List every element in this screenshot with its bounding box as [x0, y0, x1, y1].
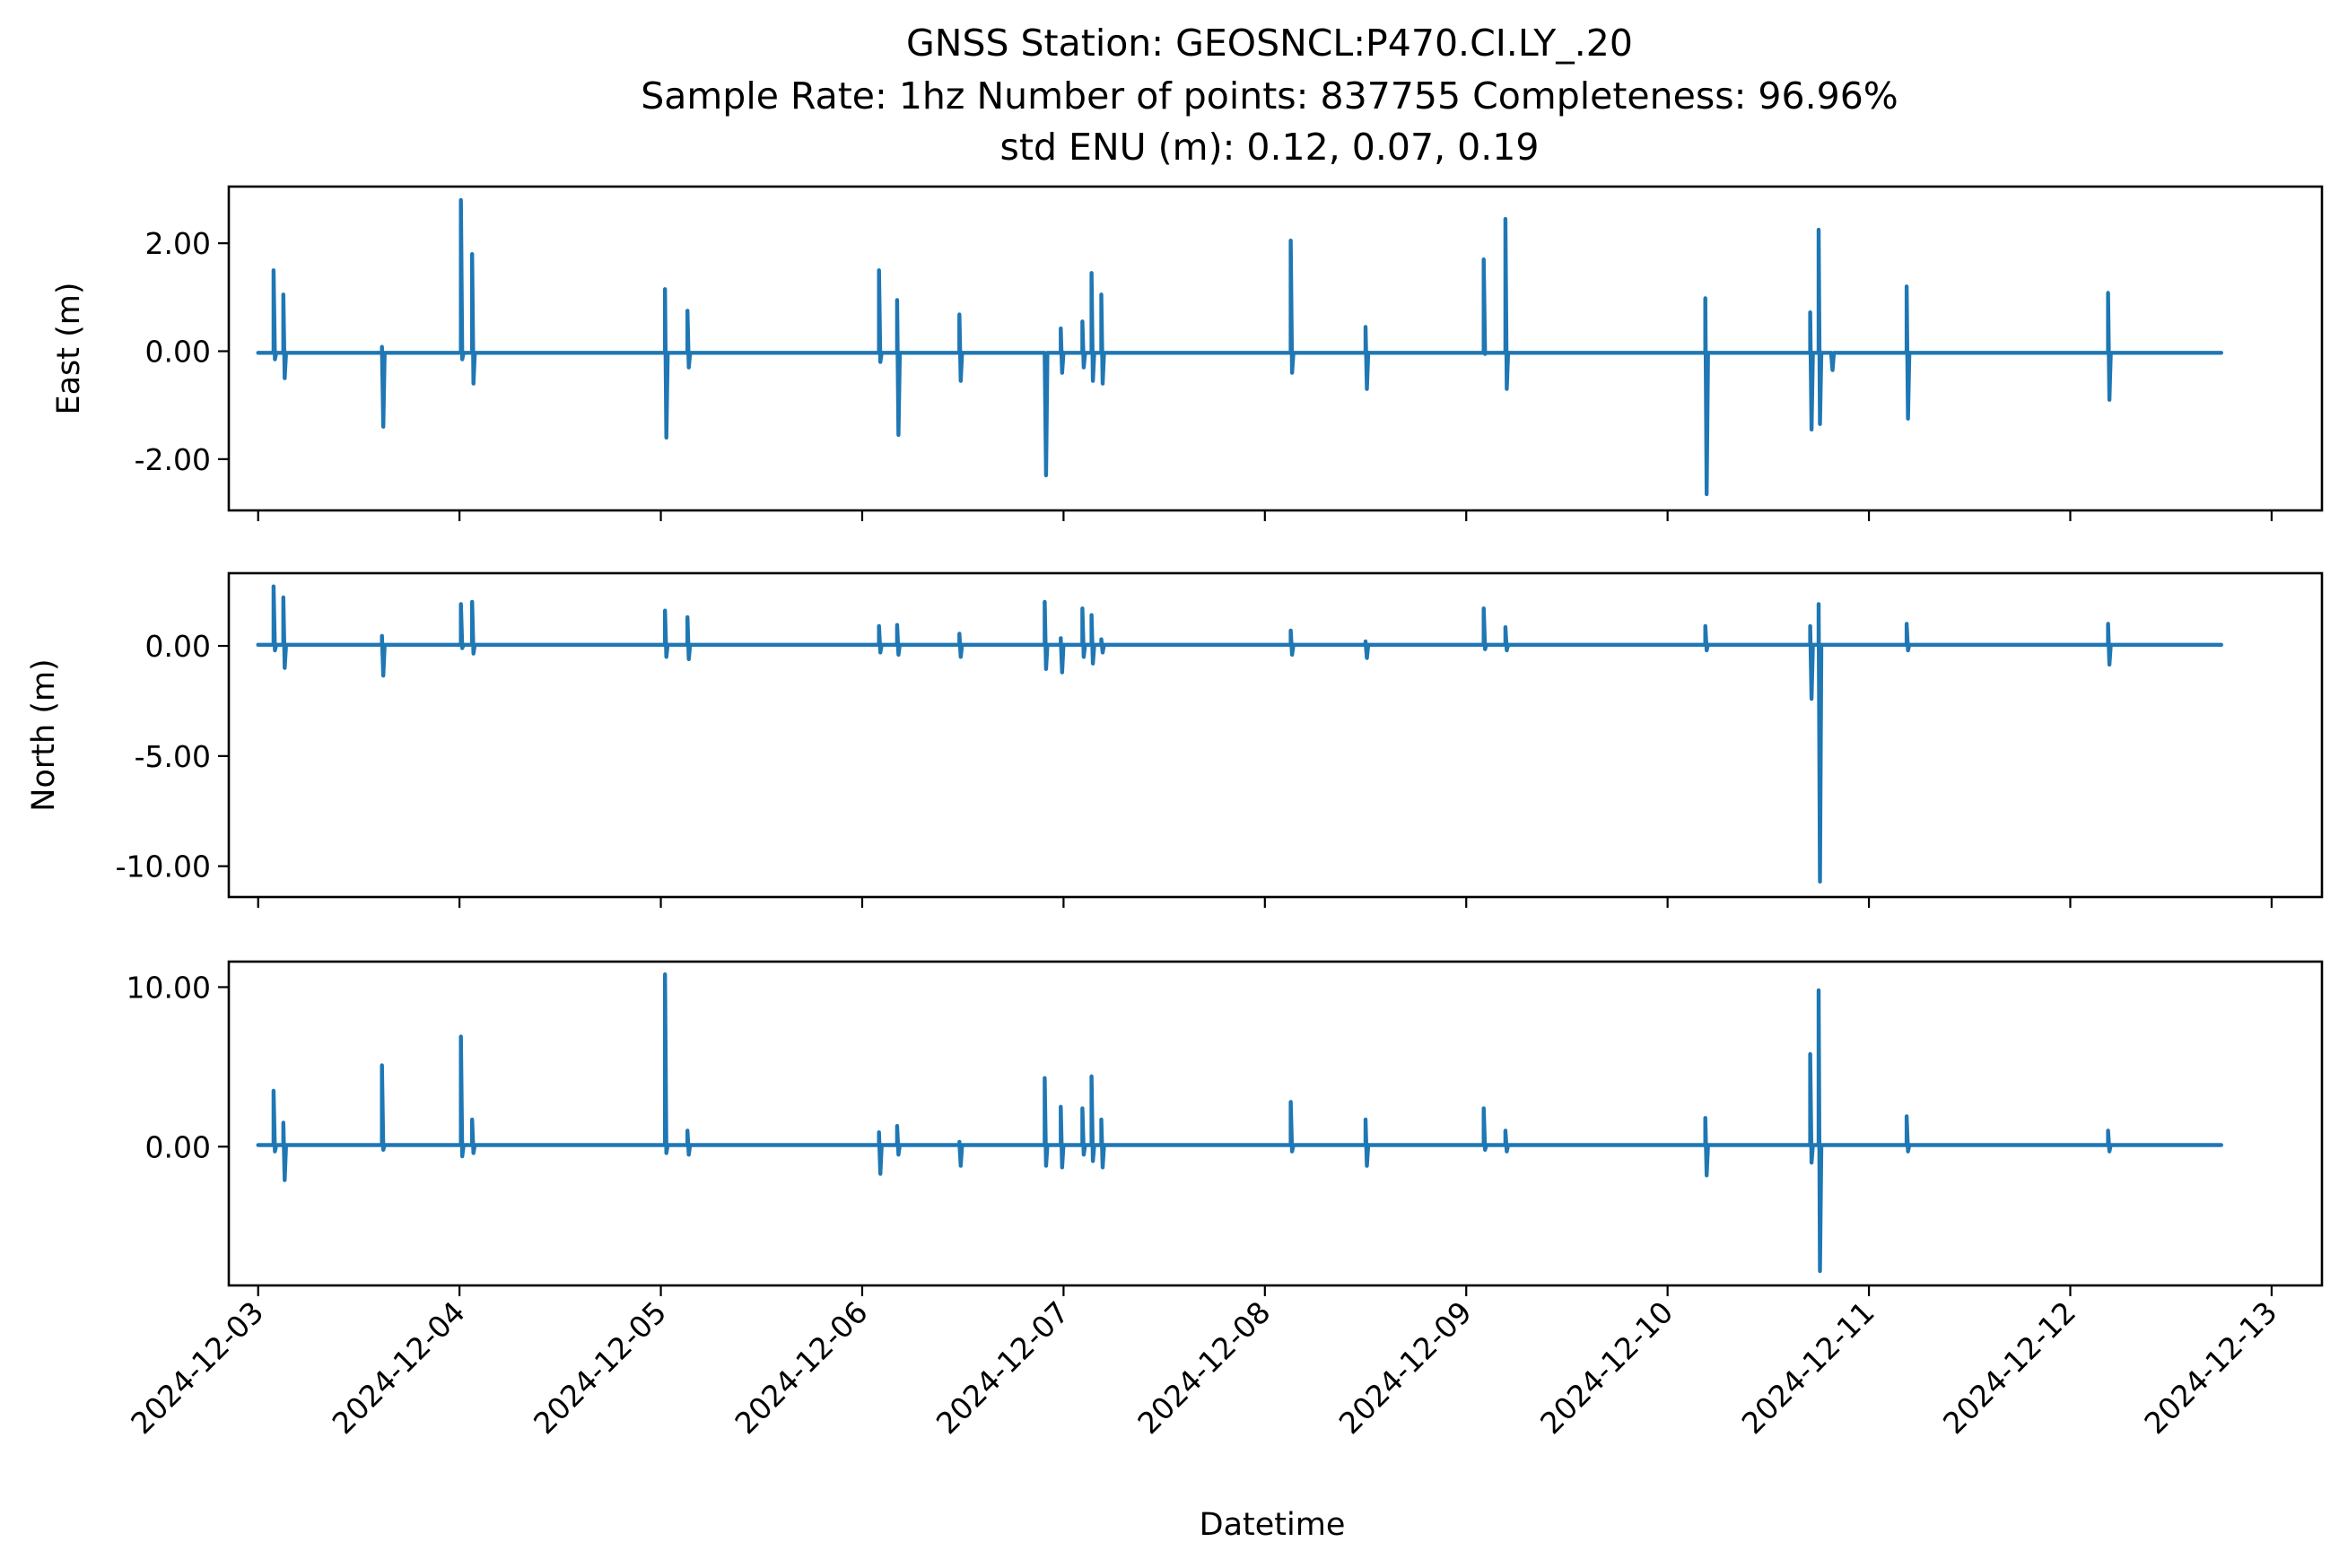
figure-title-line-2: Sample Rate: 1hz Number of points: 83775… [641, 74, 1898, 118]
north-y-axis-label: North (m) [26, 658, 62, 811]
up-series-line [256, 972, 2223, 1274]
x-tick-label: 2024-12-07 [929, 1294, 1076, 1441]
north-plot-frame [227, 571, 2324, 899]
up-y-ticks: 10.00 0.00 [127, 970, 229, 1164]
east-y-axis-label: East (m) [51, 282, 87, 414]
north-y-tick-label: -5.00 [135, 739, 211, 774]
east-y-ticks: 2.00 0.00 -2.00 [135, 226, 229, 477]
up-plot-frame [227, 960, 2324, 1287]
east-y-tick-label: 0.00 [145, 335, 211, 370]
up-y-tick-label: 10.00 [127, 970, 211, 1005]
north-series-layer [256, 584, 2223, 884]
x-tick-label: 2024-12-04 [326, 1294, 472, 1441]
up-x-ticks [257, 1285, 2273, 1296]
figure-title-line-1: GNSS Station: GEOSNCL:P470.CI.LY_.20 [906, 22, 1633, 65]
up-panel: 10.00 0.00 2024-12-03 2024-12-04 2024-12-05… [124, 960, 2324, 1441]
east-plot-frame [227, 185, 2324, 512]
up-y-tick-label: 0.00 [145, 1129, 211, 1164]
x-tick-labels: 2024-12-03 2024-12-04 2024-12-05 2024-12-06… [124, 1294, 2283, 1441]
east-y-tick-label: 2.00 [145, 226, 211, 261]
north-y-ticks: 0.00 -5.00 -10.00 [116, 629, 229, 884]
x-tick-label: 2024-12-08 [1130, 1294, 1277, 1441]
x-tick-label: 2024-12-09 [1332, 1294, 1479, 1441]
x-tick-label: 2024-12-05 [527, 1294, 673, 1441]
x-tick-label: 2024-12-10 [1533, 1294, 1680, 1441]
x-tick-label: 2024-12-03 [124, 1294, 270, 1441]
east-y-tick-label: -2.00 [135, 442, 211, 477]
north-y-tick-label: -10.00 [116, 849, 211, 884]
north-y-tick-label: 0.00 [145, 629, 211, 664]
north-x-ticks [257, 897, 2273, 908]
east-series-line [256, 197, 2223, 497]
up-series-layer [256, 972, 2223, 1274]
north-series-line [256, 584, 2223, 884]
x-tick-label: 2024-12-11 [1735, 1294, 1881, 1441]
east-x-ticks [257, 510, 2273, 521]
x-axis-label: Datetime [1200, 1507, 1346, 1543]
x-tick-label: 2024-12-13 [2137, 1294, 2283, 1441]
east-series-layer [256, 197, 2223, 497]
north-panel: 0.00 -5.00 -10.00 North (m) [26, 571, 2324, 908]
east-panel: 2.00 0.00 -2.00 East (m) [51, 185, 2324, 521]
x-tick-label: 2024-12-12 [1936, 1294, 2082, 1441]
x-tick-label: 2024-12-06 [728, 1294, 874, 1441]
figure-title-line-3: std ENU (m): 0.12, 0.07, 0.19 [1000, 126, 1540, 169]
